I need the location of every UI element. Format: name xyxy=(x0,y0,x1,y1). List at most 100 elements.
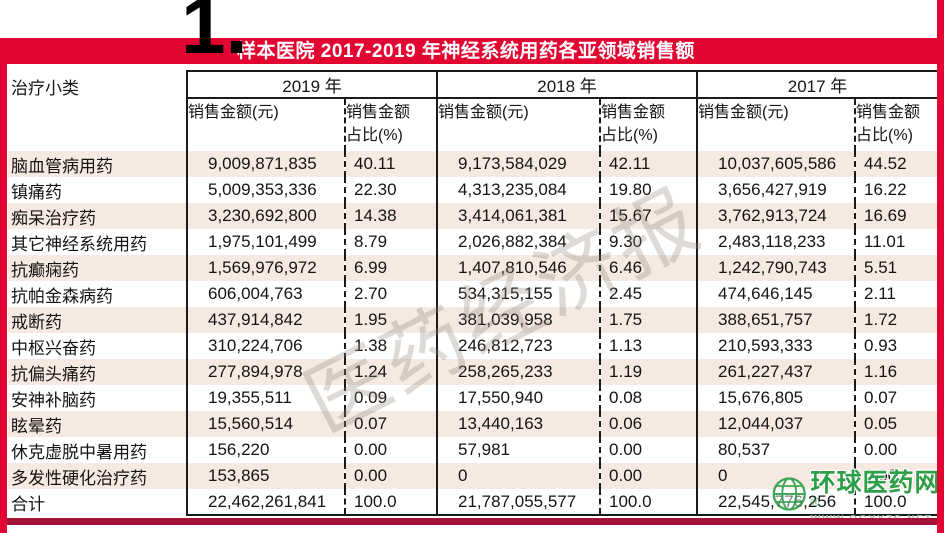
amount-2019-cell: 153,865 xyxy=(186,463,345,489)
category-cell: 痴呆治疗药 xyxy=(8,203,187,229)
category-cell: 脑血管病用药 xyxy=(8,151,187,177)
category-cell: 抗癫痫药 xyxy=(8,255,187,281)
pct-2019-cell: 0.07 xyxy=(343,411,438,437)
pct-2019-cell: 0.00 xyxy=(343,463,438,489)
amount-2018-cell: 3,414,061,381 xyxy=(436,203,601,229)
pct-2018-cell: 1.13 xyxy=(599,333,698,359)
amount-2018-cell: 258,265,233 xyxy=(436,359,601,385)
table-row: 抗癫痫药 1,569,976,972 6.99 1,407,810,546 6.… xyxy=(8,255,938,281)
table-row: 抗帕金森病药 606,004,763 2.70 534,315,155 2.45… xyxy=(8,281,938,307)
sub-header-row: 销售金额(元) 销售金额 占比(%) 销售金额(元) 销售金额 占比(%) 销售… xyxy=(8,98,938,151)
sales-table: 治疗小类 2019 年 2018 年 2017 年 销售金额(元) 销售金额 占… xyxy=(8,70,938,516)
amount-2017-cell: 80,537 xyxy=(696,437,856,463)
qgyyzs-logo: 环球医药网® WWW.QGYYZS.NET xyxy=(770,471,944,525)
table-row: 抗偏头痛药 277,894,978 1.24 258,265,233 1.19 … xyxy=(8,359,938,385)
year-header-2018: 2018 年 xyxy=(436,70,698,99)
table-row: 镇痛药 5,009,353,336 22.30 4,313,235,084 19… xyxy=(8,177,938,203)
corner-header: 治疗小类 xyxy=(11,79,79,98)
amount-2017-cell: 261,227,437 xyxy=(696,359,856,385)
table-row: 中枢兴奋药 310,224,706 1.38 246,812,723 1.13 … xyxy=(8,333,938,359)
category-cell: 戒断药 xyxy=(8,307,187,333)
pct-2017-cell: 1.16 xyxy=(854,359,938,385)
pct-2019-cell: 14.38 xyxy=(343,203,438,229)
amount-2017-cell: 12,044,037 xyxy=(696,411,856,437)
amount-2018-cell: 381,039,958 xyxy=(436,307,601,333)
amount-2018-cell: 9,173,584,029 xyxy=(436,151,601,177)
amount-2019-cell: 310,224,706 xyxy=(186,333,345,359)
amount-2017-cell: 2,483,118,233 xyxy=(696,229,856,255)
amount-header-2017: 销售金额(元) xyxy=(696,98,856,151)
amount-2019-cell: 22,462,261,841 xyxy=(186,489,345,516)
pct-2018-cell: 9.30 xyxy=(599,229,698,255)
amount-2017-cell: 15,676,805 xyxy=(696,385,856,411)
table-row: 眩晕药 15,560,514 0.07 13,440,163 0.06 12,0… xyxy=(8,411,938,437)
pct-2018-cell: 42.11 xyxy=(599,151,698,177)
pct-2018-cell: 100.0 xyxy=(599,489,698,516)
amount-2019-cell: 3,230,692,800 xyxy=(186,203,345,229)
pct-2018-cell: 1.19 xyxy=(599,359,698,385)
amount-2017-cell: 3,762,913,724 xyxy=(696,203,856,229)
amount-2017-cell: 3,656,427,919 xyxy=(696,177,856,203)
amount-2019-cell: 1,569,976,972 xyxy=(186,255,345,281)
year-header-row: 治疗小类 2019 年 2018 年 2017 年 xyxy=(8,70,938,99)
pct-2018-cell: 15.67 xyxy=(599,203,698,229)
logo-name: 环球医药网 xyxy=(810,469,941,497)
pct-2019-cell: 8.79 xyxy=(343,229,438,255)
category-cell: 安神补脑药 xyxy=(11,390,96,410)
table-row: 痴呆治疗药 3,230,692,800 14.38 3,414,061,381 … xyxy=(8,203,938,229)
pct-header-2018: 销售金额 占比(%) xyxy=(599,98,698,151)
section-number: 1. xyxy=(181,0,248,70)
amount-header-2018: 销售金额(元) xyxy=(436,98,601,151)
category-cell: 多发性硬化治疗药 xyxy=(8,463,187,489)
pct-2017-cell: 0.00 xyxy=(854,463,938,489)
pct-2017-cell: 1.72 xyxy=(854,307,938,333)
amount-2017-cell: 388,651,757 xyxy=(696,307,856,333)
pct-2018-cell: 6.46 xyxy=(599,255,698,281)
pct-2018-cell: 0.08 xyxy=(599,385,698,411)
pct-2017-cell: 11.01 xyxy=(854,229,938,255)
globe-icon xyxy=(772,477,806,511)
left-red-strip xyxy=(0,38,7,533)
table-row: 脑血管病用药 9,009,871,835 40.11 9,173,584,029… xyxy=(8,151,938,177)
table-row: 安神补脑药 19,355,511 0.09 17,550,940 0.08 15… xyxy=(8,385,938,411)
table-row: 合计 22,462,261,841 100.0 21,787,055,577 1… xyxy=(8,489,938,516)
table-row: 戒断药 437,914,842 1.95 381,039,958 1.75 38… xyxy=(8,307,938,333)
category-cell: 中枢兴奋药 xyxy=(11,338,96,358)
amount-2017-cell: 22,545,776,256 xyxy=(696,489,856,516)
table-body: 脑血管病用药 9,009,871,835 40.11 9,173,584,029… xyxy=(8,151,938,516)
year-header-2017: 2017 年 xyxy=(696,70,938,99)
pct-2019-cell: 0.09 xyxy=(343,385,438,411)
page-title: 样本医院 2017-2019 年神经系统用药各亚领域销售额 xyxy=(237,41,695,62)
amount-2017-cell: 474,646,145 xyxy=(696,281,856,307)
amount-2017-cell: 10,037,605,586 xyxy=(696,151,856,177)
category-cell: 休克虚脱中暑用药 xyxy=(11,442,147,462)
bottom-maroon-bar xyxy=(0,518,944,525)
table-row: 其它神经系统用药 1,975,101,499 8.79 2,026,882,38… xyxy=(8,229,938,255)
amount-2018-cell: 0 xyxy=(436,463,601,489)
pct-2019-cell: 22.30 xyxy=(343,177,438,203)
pct-2019-cell: 40.11 xyxy=(343,151,438,177)
pct-2019-cell: 6.99 xyxy=(343,255,438,281)
category-cell: 合计 xyxy=(11,494,45,514)
amount-2018-cell: 57,981 xyxy=(436,437,601,463)
amount-2019-cell: 437,914,842 xyxy=(186,307,345,333)
pct-2017-cell: 2.11 xyxy=(854,281,938,307)
category-cell: 镇痛药 xyxy=(11,182,62,202)
amount-2018-cell: 534,315,155 xyxy=(436,281,601,307)
amount-2019-cell: 606,004,763 xyxy=(186,281,345,307)
pct-2018-cell: 0.06 xyxy=(599,411,698,437)
pct-2017-cell: 5.51 xyxy=(854,255,938,281)
amount-2019-cell: 5,009,353,336 xyxy=(186,177,345,203)
pct-2018-cell: 0.00 xyxy=(599,463,698,489)
pct-2018-cell: 0.00 xyxy=(599,437,698,463)
amount-2018-cell: 17,550,940 xyxy=(436,385,601,411)
pct-header-2019: 销售金额 占比(%) xyxy=(343,98,438,151)
pct-2019-cell: 1.95 xyxy=(343,307,438,333)
right-red-strip xyxy=(937,0,944,533)
table-header: 治疗小类 2019 年 2018 年 2017 年 销售金额(元) 销售金额 占… xyxy=(8,70,938,151)
pct-2019-cell: 1.38 xyxy=(343,333,438,359)
amount-header-2019: 销售金额(元) xyxy=(186,98,345,151)
pct-2019-cell: 2.70 xyxy=(343,281,438,307)
category-cell: 抗帕金森病药 xyxy=(11,286,113,306)
pct-2017-cell: 16.22 xyxy=(854,177,938,203)
